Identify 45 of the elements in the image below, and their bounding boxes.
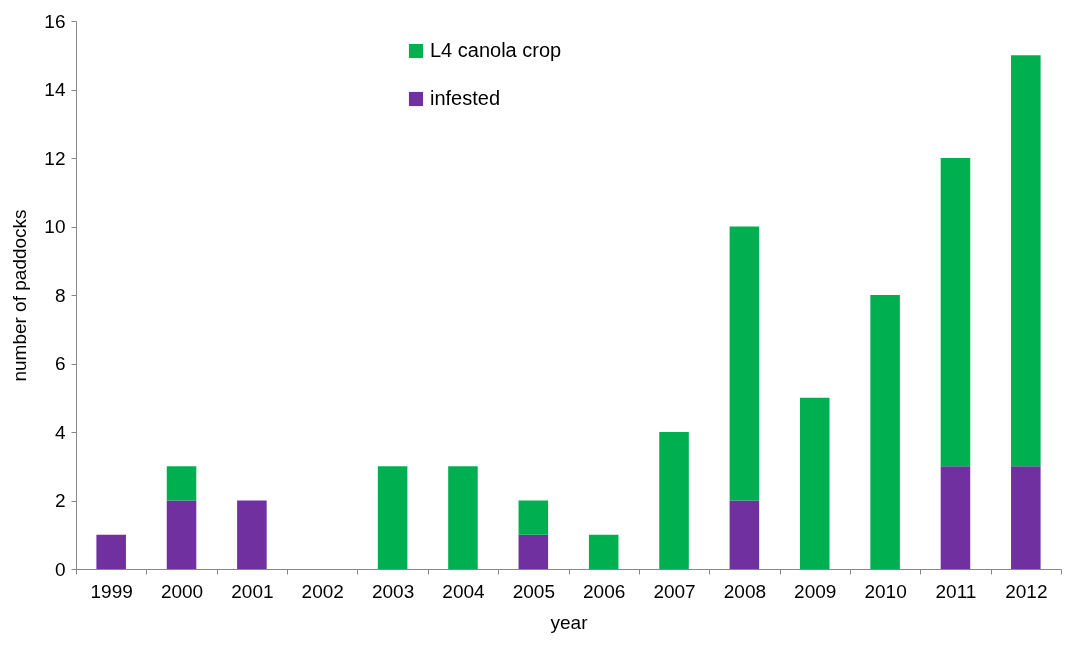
x-tick-label: 2010 bbox=[864, 580, 907, 602]
bar bbox=[799, 397, 830, 569]
x-tick-label: 2007 bbox=[653, 580, 696, 602]
y-tick-label: 2 bbox=[54, 490, 66, 511]
x-tick-label: 2006 bbox=[583, 580, 626, 602]
bar bbox=[1011, 55, 1041, 467]
bar bbox=[940, 158, 971, 467]
bar bbox=[729, 226, 760, 501]
bar bbox=[518, 500, 549, 535]
y-tick-label: 12 bbox=[44, 147, 66, 169]
bar bbox=[870, 295, 900, 569]
bar bbox=[588, 534, 619, 569]
bar bbox=[659, 432, 689, 569]
bar bbox=[729, 500, 760, 569]
bar bbox=[448, 466, 478, 569]
x-tick-label: 2001 bbox=[231, 580, 274, 602]
x-tick-label: 2008 bbox=[723, 580, 767, 602]
x-tick-label: 2009 bbox=[794, 580, 837, 602]
x-tick-label: 2011 bbox=[935, 580, 977, 602]
y-tick-label: 8 bbox=[54, 284, 66, 306]
y-tick-label: 6 bbox=[54, 353, 66, 374]
bar bbox=[166, 466, 197, 501]
x-tick-label: 2000 bbox=[160, 580, 204, 602]
bar bbox=[96, 534, 126, 569]
bar bbox=[166, 500, 197, 569]
y-tick-label: 16 bbox=[44, 10, 66, 32]
legend-label: L4 canola crop bbox=[430, 39, 562, 61]
y-tick-label: 10 bbox=[44, 216, 66, 237]
x-tick-label: 2003 bbox=[371, 580, 415, 602]
bar bbox=[377, 466, 408, 569]
bar bbox=[1011, 466, 1041, 569]
y-tick-label: 0 bbox=[54, 558, 66, 580]
x-tick-label: 2005 bbox=[512, 580, 555, 602]
x-tick-label: 1999 bbox=[90, 580, 133, 602]
y-axis-title: number of paddocks bbox=[9, 209, 31, 382]
legend-label: infested bbox=[430, 87, 501, 109]
x-tick-label: 2012 bbox=[1005, 580, 1048, 602]
x-tick-label: 2002 bbox=[301, 580, 344, 602]
bar bbox=[940, 466, 971, 569]
y-tick-label: 14 bbox=[44, 79, 66, 100]
x-tick-label: 2004 bbox=[442, 580, 486, 602]
y-tick-label: 4 bbox=[54, 421, 66, 443]
bar bbox=[237, 500, 267, 569]
bar bbox=[518, 534, 549, 569]
x-axis-title: year bbox=[550, 611, 589, 633]
